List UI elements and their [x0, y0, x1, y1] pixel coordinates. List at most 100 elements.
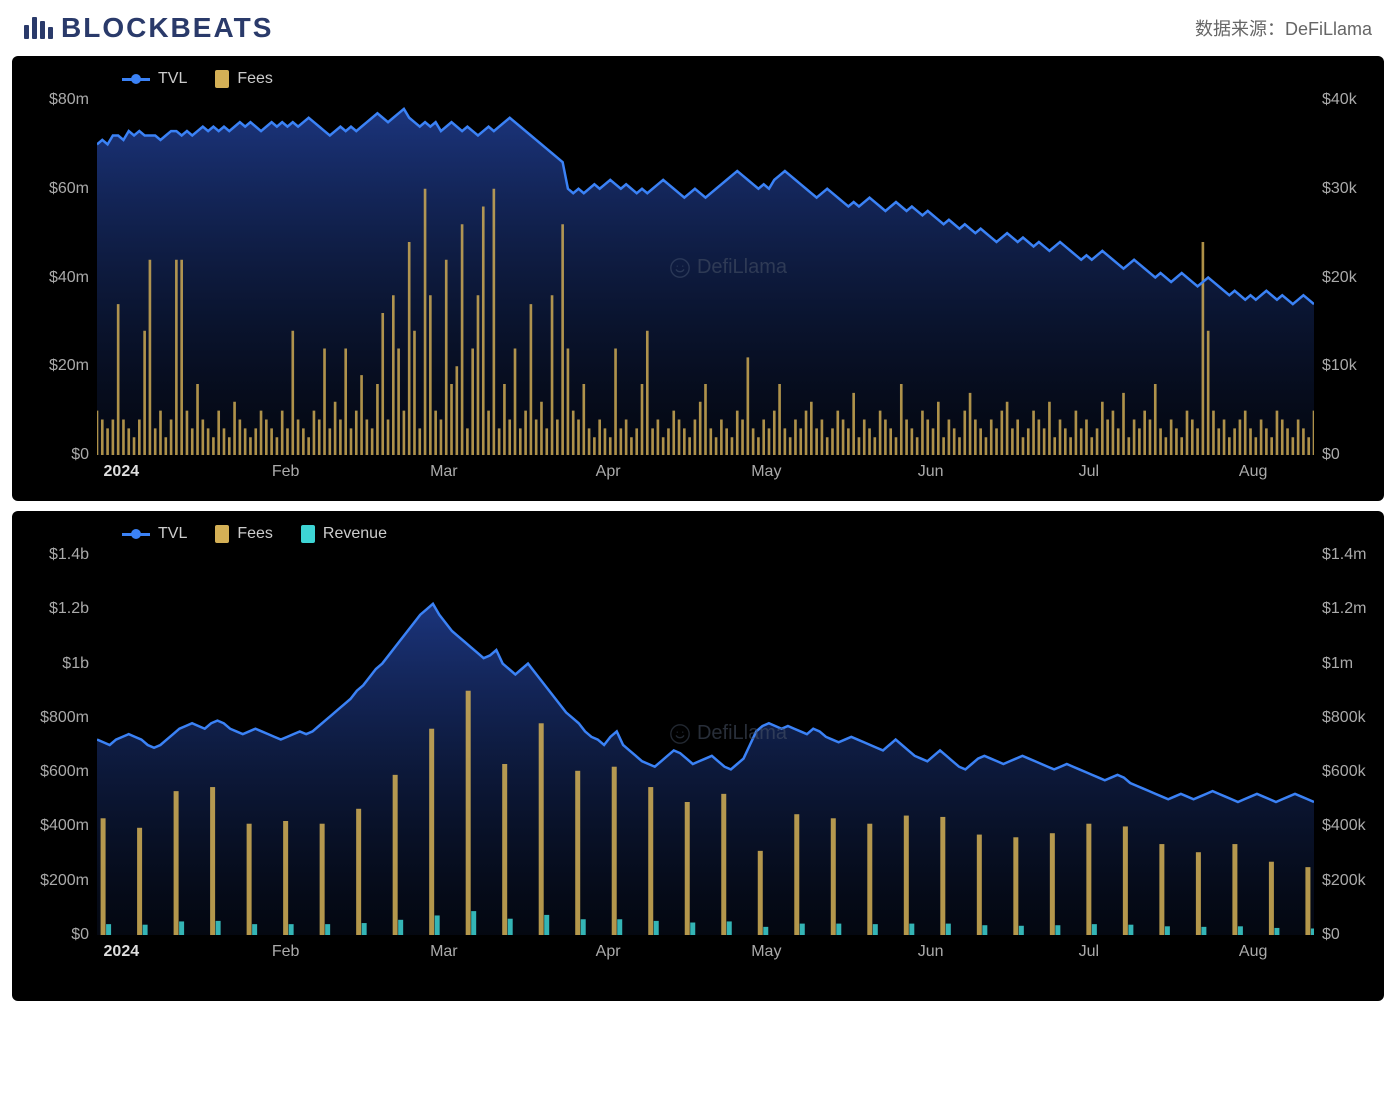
fees-bar [450, 384, 453, 455]
fees-bar [1064, 428, 1067, 455]
fees-bar [1180, 437, 1183, 455]
fees-bar [948, 420, 951, 456]
fees-bar [556, 420, 559, 456]
revenue-bar [1238, 926, 1243, 935]
plot-area: $0$200m$400m$600m$800m$1b$1.2b$1.4b$0$20… [97, 555, 1314, 935]
fees-bar [191, 428, 194, 455]
legend-item[interactable]: TVL [122, 70, 187, 88]
legend-item[interactable]: Revenue [301, 525, 387, 543]
fees-bar [159, 411, 162, 455]
fees-bar [1048, 402, 1051, 455]
logo-text: BLOCKBEATS [61, 12, 273, 44]
fees-bar [694, 420, 697, 456]
y-axis-left-tick: $400m [40, 817, 97, 835]
fees-bar [1122, 393, 1125, 455]
revenue-bar [325, 924, 330, 935]
fees-bar [1233, 428, 1236, 455]
fees-bar [963, 411, 966, 455]
revenue-bar [654, 921, 659, 935]
fees-bar [381, 313, 384, 455]
fees-bar [1292, 437, 1295, 455]
y-axis-right-tick: $0 [1314, 446, 1340, 464]
fees-bar [217, 411, 220, 455]
fees-bar [867, 824, 872, 935]
revenue-bar [289, 924, 294, 935]
fees-bar [646, 331, 649, 455]
fees-bar [122, 420, 125, 456]
fees-bar [429, 729, 434, 935]
fees-bar [101, 818, 106, 935]
y-axis-right-tick: $600k [1314, 763, 1366, 781]
fees-bar [247, 824, 252, 935]
fees-bar [1006, 402, 1009, 455]
x-axis-tick: Mar [430, 455, 458, 481]
fees-bar [487, 411, 490, 455]
x-axis-tick: Jun [918, 455, 944, 481]
revenue-bar [216, 921, 221, 935]
fees-bar [434, 411, 437, 455]
y-axis-left-tick: $20m [49, 357, 97, 375]
fees-bar [477, 295, 480, 455]
fees-bar [1159, 428, 1162, 455]
fees-bar [143, 331, 146, 455]
fees-bar [429, 295, 432, 455]
fees-bar [170, 420, 173, 456]
fees-bar [286, 428, 289, 455]
fees-bar [612, 767, 617, 935]
fees-bar [334, 402, 337, 455]
fees-bar [307, 437, 310, 455]
revenue-bar [471, 911, 476, 935]
x-axis-tick: Jun [918, 935, 944, 961]
fees-bar [154, 428, 157, 455]
fees-bar [916, 437, 919, 455]
fees-bar [212, 437, 215, 455]
fees-bar [180, 260, 183, 455]
fees-bar [810, 402, 813, 455]
plot-area: $0$20m$40m$60m$80m$0$10k$20k$30k$40k2024… [97, 100, 1314, 455]
fees-bar [1086, 824, 1091, 935]
fees-bar [1053, 437, 1056, 455]
y-axis-right-tick: $400k [1314, 817, 1366, 835]
revenue-bar [398, 920, 403, 935]
fees-bar [625, 420, 628, 456]
fees-bar [397, 349, 400, 456]
fees-bar [376, 384, 379, 455]
fees-bar [1175, 428, 1178, 455]
fees-bar [1186, 411, 1189, 455]
fees-bar [847, 428, 850, 455]
fees-bar [604, 428, 607, 455]
legend-item[interactable]: TVL [122, 525, 187, 543]
fees-bar [239, 420, 242, 456]
fees-bar [466, 428, 469, 455]
fees-bar [502, 764, 507, 935]
legend-bar-icon [215, 525, 229, 543]
fees-bar [339, 420, 342, 456]
fees-bar [270, 428, 273, 455]
fees-bar [265, 420, 268, 456]
fees-bar [1016, 420, 1019, 456]
revenue-bar [106, 924, 111, 935]
fees-bar [641, 384, 644, 455]
fees-bar [1143, 411, 1146, 455]
y-axis-right-tick: $30k [1314, 180, 1357, 198]
fees-bar [709, 428, 712, 455]
fees-bar [440, 420, 443, 456]
fees-bar [545, 428, 548, 455]
tvl-area [97, 604, 1314, 935]
fees-bar [297, 420, 300, 456]
y-axis-right-tick: $1m [1314, 655, 1353, 673]
fees-bar [101, 420, 104, 456]
x-axis-tick: Jul [1079, 935, 1099, 961]
fees-bar [1165, 437, 1168, 455]
fees-bar [620, 428, 623, 455]
revenue-bar [982, 925, 987, 935]
fees-bar [493, 189, 496, 455]
fees-bar [551, 295, 554, 455]
fees-bar [149, 260, 152, 455]
legend-item[interactable]: Fees [215, 525, 273, 543]
legend-item[interactable]: Fees [215, 70, 273, 88]
x-axis-tick: May [751, 935, 781, 961]
fees-bar [879, 411, 882, 455]
revenue-bar [1201, 927, 1206, 935]
fees-bar [648, 787, 653, 935]
